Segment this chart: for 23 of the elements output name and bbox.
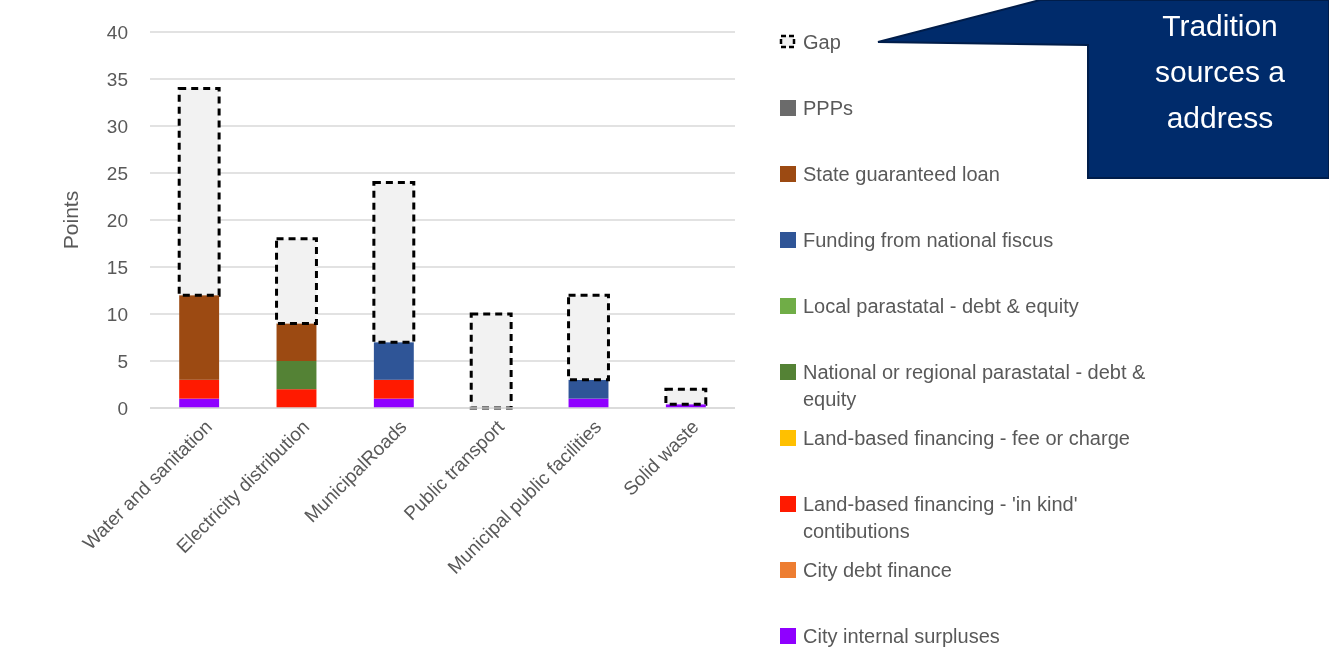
legend-label: City debt finance <box>803 559 952 581</box>
y-axis-title: Points <box>59 190 82 250</box>
y-tick-label: 20 <box>106 209 128 231</box>
text: address <box>1166 101 1274 134</box>
y-tick-label: 0 <box>117 397 128 419</box>
legend-label: Gap <box>803 31 841 53</box>
source-note: sources a <box>1154 55 1286 88</box>
y-tick-label: 35 <box>106 68 128 90</box>
y-tick-label: 25 <box>106 162 128 184</box>
legend-label: City internal surpluses <box>803 625 1000 647</box>
y-tick-label: 5 <box>117 350 128 372</box>
legend-label: National or regional parastatal - debt & equity <box>803 361 1147 410</box>
text: Tradition <box>1162 9 1278 42</box>
legend-label: Local parastatal - debt & equity <box>803 295 1079 317</box>
y-tick-label: 10 <box>106 303 128 325</box>
legend-label: Land-based financing - fee or charge <box>803 427 1130 449</box>
legend-label: PPPs <box>803 97 854 119</box>
y-tick-label: 40 <box>106 21 128 43</box>
y-tick-label: 15 <box>106 256 128 278</box>
legend-label: Land-based financing - 'in kind' contibutions <box>803 493 1078 542</box>
y-tick-label: 30 <box>106 115 128 137</box>
legend-label: State guaranteed loan <box>803 163 1000 185</box>
legend-label: Funding from national fiscus <box>803 229 1054 251</box>
